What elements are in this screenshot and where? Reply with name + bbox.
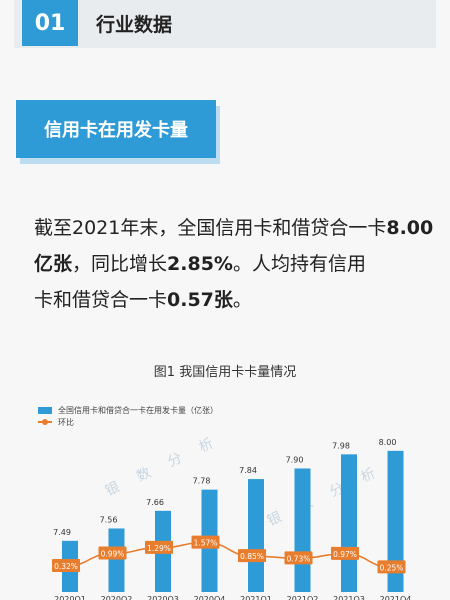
chart-plot: 7.49 2020Q1 7.56 2020Q2 7.66 2020Q3 7.78 2020Q4…: [52, 438, 412, 600]
legend-line-label: 环比: [58, 417, 74, 427]
bar-value-label: 7.90: [286, 455, 304, 464]
bar-value-label: 7.84: [239, 466, 257, 475]
bar: [341, 454, 357, 592]
x-tick-label: 2020Q4: [194, 595, 226, 600]
subsection-header: 信用卡在用发卡量: [16, 100, 216, 158]
para-text-4: 卡和借贷合一卡: [34, 289, 168, 311]
bar: [108, 528, 125, 592]
legend-line-swatch: [38, 418, 52, 426]
x-tick-label: 2020Q2: [101, 595, 133, 600]
legend-item-line: 环比: [38, 416, 218, 428]
bar-value-label: 7.49: [53, 528, 71, 537]
x-tick-label: 2021Q2: [287, 595, 319, 600]
bar: [387, 450, 404, 592]
x-tick-label: 2020Q1: [54, 595, 86, 600]
line-label-box: [98, 546, 127, 560]
line-label-box: [331, 546, 359, 560]
line-label-box: [52, 559, 80, 572]
subsection-title: 信用卡在用发卡量: [44, 120, 188, 141]
chart-title: 图1 我国信用卡卡量情况: [153, 365, 297, 380]
para-text-2: ，同比增长: [72, 253, 168, 275]
line-value-label: 0.85%: [240, 552, 264, 561]
line-value-label: 1.29%: [147, 544, 171, 553]
section-title: 行业数据: [96, 14, 173, 36]
para-text-1: 截至2021年末，全国信用卡和借贷合一卡: [34, 217, 387, 239]
legend-bar-swatch: [38, 406, 52, 414]
line-label-box: [377, 560, 406, 574]
bar-value-label: 7.66: [146, 498, 164, 507]
line-label-box: [284, 551, 313, 565]
line-value-label: 0.73%: [287, 554, 311, 563]
line-value-label: 0.32%: [54, 562, 78, 571]
para-total-cards: 8.00亿张: [34, 217, 434, 275]
summary-paragraph: 截至2021年末，全国信用卡和借贷合一卡8.00亿张，同比增长2.85%。人均持…: [34, 210, 434, 318]
legend-bar-label: 全国信用卡和借贷合一卡在用发卡量（亿张）: [58, 405, 218, 415]
line-label-box: [145, 540, 173, 554]
para-growth-rate: 2.85%: [167, 253, 233, 275]
line-value-label: 0.25%: [380, 563, 404, 572]
bar: [248, 479, 264, 592]
section-header: [14, 0, 436, 48]
line-label-box: [238, 549, 266, 563]
bar: [294, 468, 311, 592]
line-value-label: 1.57%: [194, 539, 218, 548]
bar-value-label: 7.98: [332, 441, 350, 450]
x-tick-label: 2021Q4: [380, 595, 412, 600]
para-per-capita: 0.57张: [167, 289, 233, 311]
x-tick-label: 2021Q1: [240, 595, 272, 600]
para-text-5: 。: [232, 289, 252, 311]
bar-value-label: 7.56: [100, 515, 118, 524]
line-label-box: [191, 535, 220, 549]
line-value-label: 0.99%: [101, 549, 125, 558]
x-tick-label: 2021Q3: [333, 595, 365, 600]
x-tick-label: 2020Q3: [147, 595, 179, 600]
section-number-badge: 01: [22, 0, 78, 46]
bar-value-label: 7.78: [193, 477, 211, 486]
chart-legend: 全国信用卡和借贷合一卡在用发卡量（亿张） 环比: [38, 404, 218, 428]
para-text-3: 。人均持有信用: [232, 253, 366, 275]
legend-item-bar: 全国信用卡和借贷合一卡在用发卡量（亿张）: [38, 404, 218, 416]
line-value-label: 0.97%: [333, 550, 357, 559]
bar-value-label: 8.00: [379, 438, 397, 447]
